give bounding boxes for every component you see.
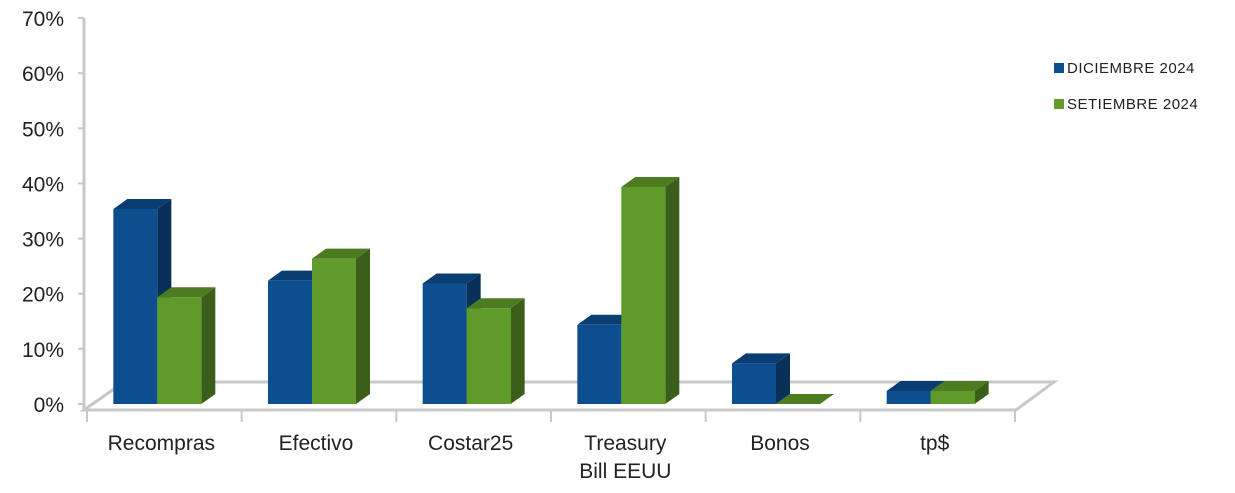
legend-label-setiembre: SETIEMBRE 2024: [1067, 95, 1199, 113]
legend-item-diciembre: DICIEMBRE 2024: [1054, 58, 1198, 78]
legend: DICIEMBRE 2024 SETIEMBRE 2024: [1054, 58, 1198, 130]
legend-item-setiembre: SETIEMBRE 2024: [1054, 94, 1198, 114]
y-tick-label: 60%: [22, 63, 64, 86]
bar-diciembre: [732, 353, 790, 404]
y-tick-label: 30%: [22, 229, 64, 252]
legend-swatch-setiembre: [1054, 99, 1064, 109]
x-tick-label: Treasury Bill EEUU: [579, 432, 671, 483]
y-tick-label: 20%: [22, 284, 64, 307]
x-tick-label: Bonos: [750, 432, 810, 455]
bar-setiembre: [621, 176, 680, 404]
bar-setiembre: [157, 287, 216, 404]
x-tick-label: tp$: [920, 432, 950, 455]
bar-setiembre: [312, 248, 370, 404]
y-tick-label: 10%: [22, 339, 64, 362]
bar-setiembre: [776, 394, 834, 404]
x-tick-label: Efectivo: [279, 432, 354, 455]
bar-setiembre: [466, 298, 525, 404]
y-tick-label: 70%: [22, 8, 64, 31]
y-tick-label: 50%: [22, 118, 64, 141]
y-tick-label: 40%: [22, 173, 64, 196]
y-tick-label: 0%: [34, 394, 64, 417]
bar-setiembre: [930, 380, 989, 404]
legend-label-diciembre: DICIEMBRE 2024: [1067, 59, 1195, 77]
legend-swatch-diciembre: [1054, 63, 1064, 73]
x-tick-label: Costar25: [428, 432, 513, 455]
x-tick-label: Recompras: [108, 432, 215, 455]
